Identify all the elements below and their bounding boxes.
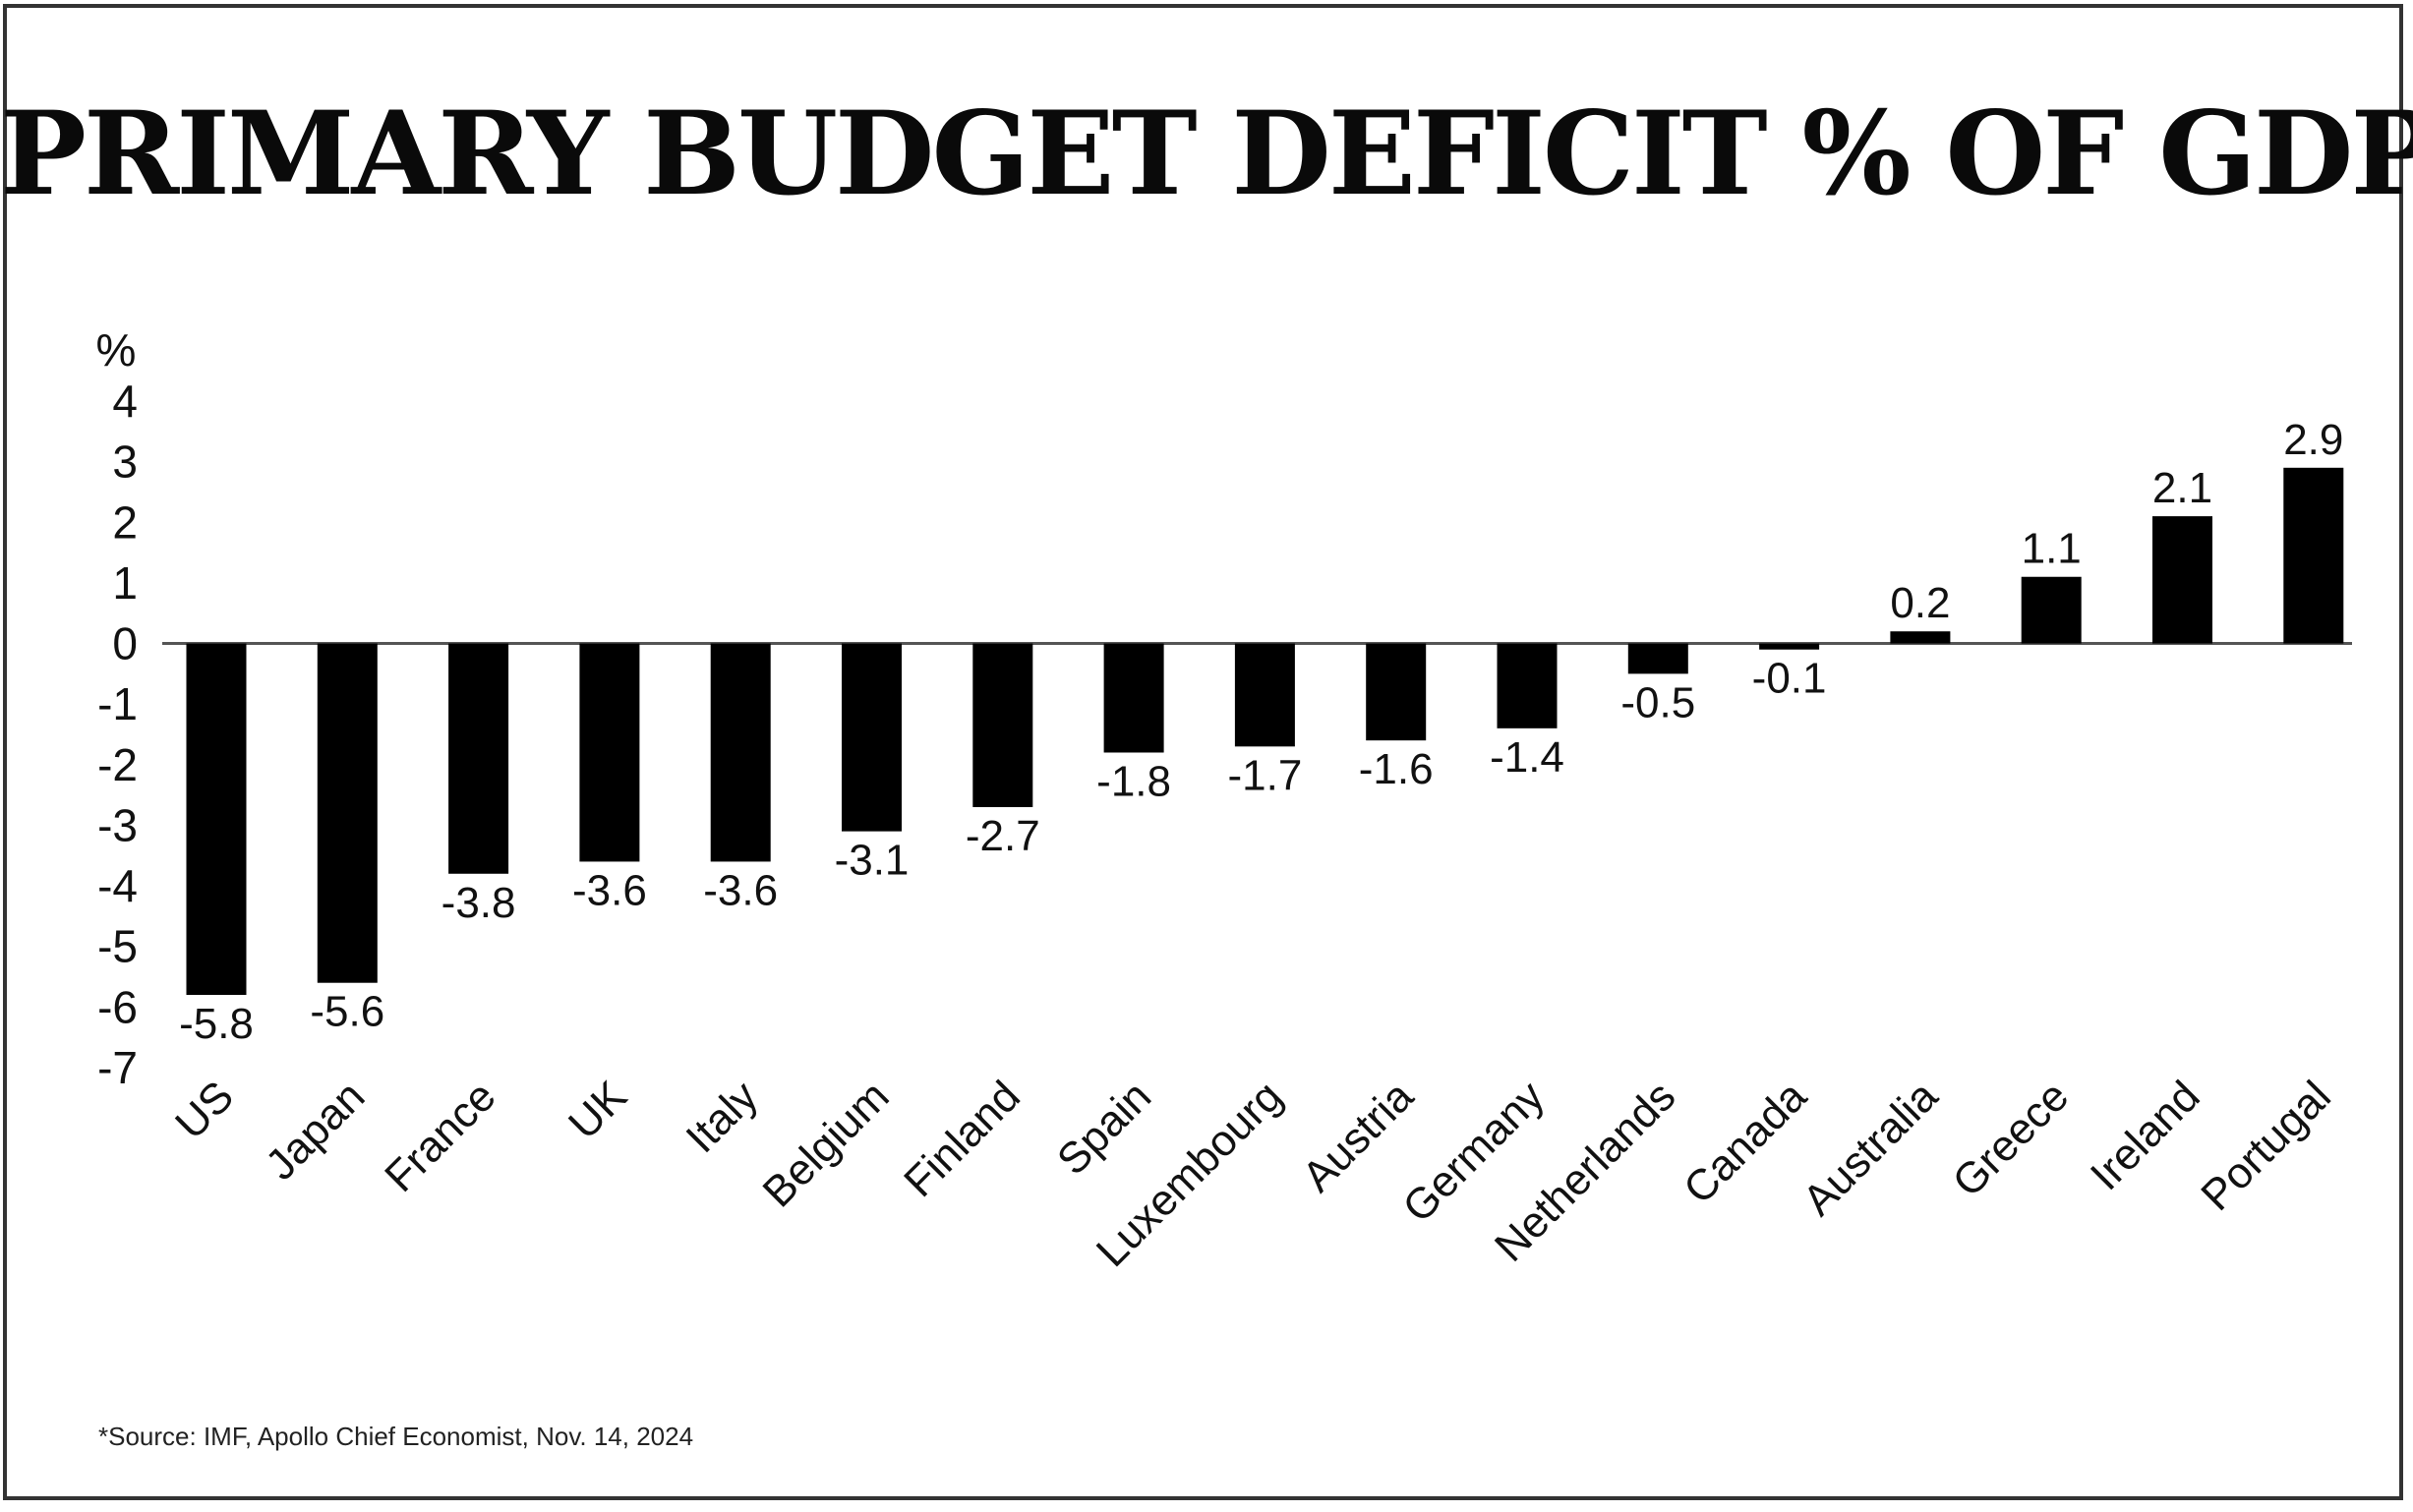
bar-portugal <box>2283 467 2344 644</box>
data-label-belgium: -3.1 <box>835 837 910 885</box>
data-label-germany: -1.4 <box>1490 733 1564 782</box>
x-tick-label-portugal: Portugal <box>2192 1072 2340 1220</box>
bar-austria <box>1366 643 1427 741</box>
y-tick-label: 0 <box>112 618 138 669</box>
chart-frame <box>3 4 2403 1500</box>
data-label-greece: 1.1 <box>2022 525 2082 573</box>
bar-italy <box>710 643 771 862</box>
x-tick-label-uk: UK <box>559 1072 636 1148</box>
y-axis-unit-label: % <box>96 324 137 376</box>
y-tick-label: -2 <box>97 739 138 790</box>
x-tick-label-australia: Australia <box>1794 1072 1947 1225</box>
data-label-finland: -2.7 <box>966 812 1040 860</box>
y-tick-label: 3 <box>112 436 138 488</box>
x-tick-label-italy: Italy <box>677 1072 768 1162</box>
bar-luxembourg <box>1234 643 1295 747</box>
bar-germany <box>1497 643 1558 728</box>
y-tick-label: -6 <box>97 981 138 1032</box>
bar-canada <box>1759 643 1820 650</box>
bar-us <box>186 643 247 996</box>
bar-australia <box>1890 631 1951 644</box>
x-tick-label-us: US <box>166 1072 243 1148</box>
y-tick-label: -1 <box>97 678 138 729</box>
data-label-us: -5.8 <box>179 1000 254 1048</box>
y-tick-label: -4 <box>97 860 138 911</box>
y-tick-label: -5 <box>97 921 138 972</box>
data-label-ireland: 2.1 <box>2152 464 2212 512</box>
bar-greece <box>2021 576 2082 644</box>
x-tick-label-greece: Greece <box>1944 1072 2079 1206</box>
y-tick-label: -7 <box>97 1042 138 1093</box>
data-label-austria: -1.6 <box>1359 745 1434 793</box>
y-tick-label: -3 <box>97 799 138 850</box>
data-label-uk: -3.6 <box>572 866 647 914</box>
x-tick-label-ireland: Ireland <box>2082 1072 2209 1199</box>
data-label-luxembourg: -1.7 <box>1227 751 1302 799</box>
bar-uk <box>579 643 640 862</box>
y-axis: 4 3 2 1 0 -1 -2 -3 -4 -5 -6 -7 <box>97 376 138 1093</box>
y-tick-label: 4 <box>112 376 138 427</box>
data-label-australia: 0.2 <box>1890 579 1950 627</box>
data-labels: -5.8 -5.6 -3.8 -3.6 -3.6 -3.1 -2.7 -1.8 -1.7 -1.6… <box>179 416 2343 1048</box>
x-tick-label-spain: Spain <box>1048 1072 1160 1184</box>
bar-finland <box>972 643 1033 807</box>
y-tick-label: 1 <box>112 557 138 609</box>
bars <box>186 467 2344 996</box>
data-label-canada: -0.1 <box>1752 655 1827 703</box>
bar-belgium <box>842 643 902 832</box>
x-tick-label-france: France <box>376 1072 504 1200</box>
x-tick-label-finland: Finland <box>895 1072 1030 1206</box>
x-tick-label-japan: Japan <box>257 1072 374 1189</box>
bar-france <box>448 643 509 874</box>
data-label-france: -3.8 <box>441 879 516 927</box>
data-label-japan: -5.6 <box>310 988 384 1036</box>
bar-japan <box>317 643 378 983</box>
bar-ireland <box>2152 516 2212 644</box>
y-tick-label: 2 <box>112 496 138 548</box>
x-tick-label-austria: Austria <box>1293 1072 1423 1201</box>
data-label-netherlands: -0.5 <box>1620 678 1695 727</box>
data-label-spain: -1.8 <box>1096 757 1171 805</box>
chart-title: PRIMARY BUDGET DEFICIT % OF GDP <box>0 86 2413 221</box>
x-tick-label-belgium: Belgium <box>754 1072 899 1216</box>
bar-spain <box>1103 643 1164 753</box>
data-label-italy: -3.6 <box>703 866 778 914</box>
data-label-portugal: 2.9 <box>2283 416 2343 464</box>
source-note: *Source: IMF, Apollo Chief Economist, No… <box>98 1422 694 1451</box>
bar-netherlands <box>1627 643 1688 674</box>
